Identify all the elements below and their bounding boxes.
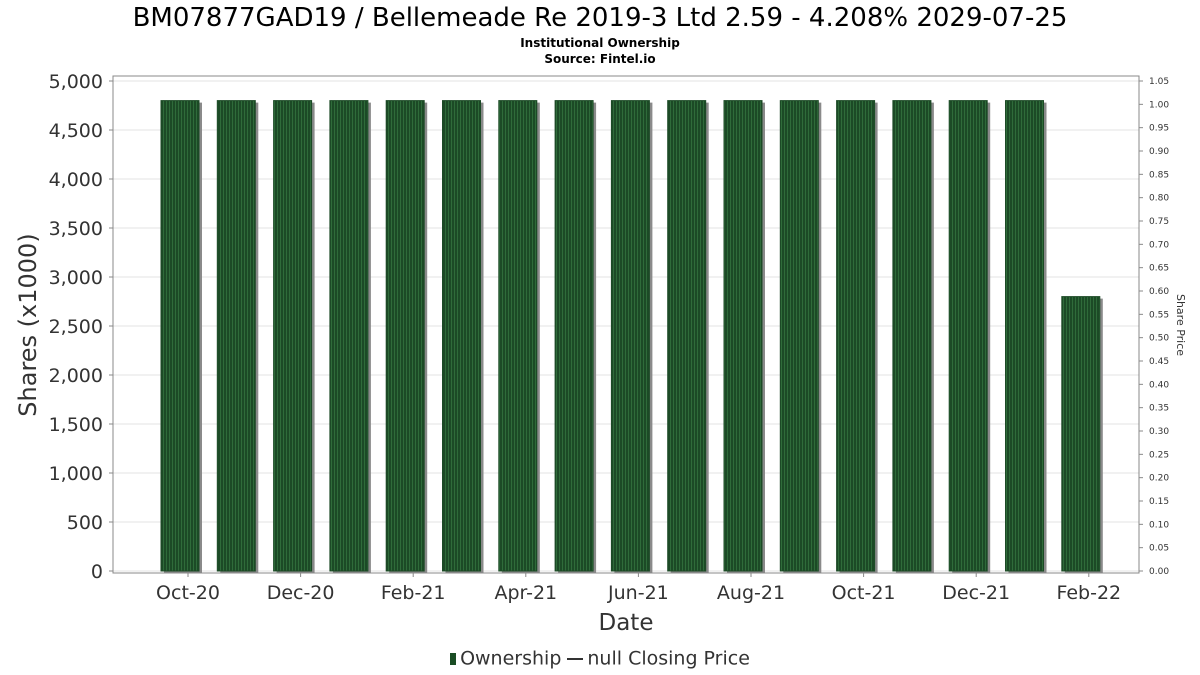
y2-tick-label: 1.05 bbox=[1149, 77, 1169, 87]
chart-source: Source: Fintel.io bbox=[544, 52, 656, 66]
ownership-chart: 0 500 1,000 1,500 2,000 2,500 3,000 3,500 4,000 4… bbox=[14, 71, 1187, 636]
price-legend-label: null Closing Price bbox=[587, 647, 750, 670]
x-tick-label: Jun-21 bbox=[607, 582, 669, 604]
y2-tick-label: 0.05 bbox=[1149, 544, 1169, 554]
y-tick-label: 3,500 bbox=[49, 218, 103, 240]
ownership-bar bbox=[385, 100, 425, 572]
x-tick-label: Dec-21 bbox=[942, 582, 1010, 604]
ownership-legend-swatch bbox=[450, 652, 457, 665]
ownership-bar bbox=[329, 100, 369, 572]
x-tick-label: Dec-20 bbox=[267, 582, 335, 604]
y2-tick-label: 0.30 bbox=[1149, 427, 1169, 437]
x-tick-label: Oct-21 bbox=[832, 582, 896, 604]
y2-tick-label: 0.45 bbox=[1149, 357, 1169, 367]
ownership-bar bbox=[1005, 100, 1044, 572]
y-tick-label: 3,000 bbox=[49, 267, 103, 289]
ownership-bar bbox=[892, 100, 932, 572]
ownership-bar bbox=[216, 100, 256, 572]
x-tick-label: Aug-21 bbox=[717, 582, 785, 604]
y2-tick-label: 0.20 bbox=[1149, 474, 1169, 484]
ownership-bar bbox=[836, 100, 876, 572]
x-tick-label: Apr-21 bbox=[494, 582, 557, 604]
y2-tick-label: 0.35 bbox=[1149, 404, 1169, 414]
x-tick-label: Feb-21 bbox=[381, 582, 446, 604]
y2-axis-title: Share Price bbox=[1174, 294, 1187, 356]
y2-tick-label: 0.80 bbox=[1149, 194, 1169, 204]
y-tick-label: 2,500 bbox=[49, 316, 103, 338]
y-tick-label: 0 bbox=[91, 561, 103, 583]
y2-tick-label: 0.95 bbox=[1149, 124, 1169, 134]
y-axis-title: Shares (x1000) bbox=[14, 233, 42, 416]
y2-tick-label: 0.00 bbox=[1149, 567, 1169, 577]
x-axis-title: Date bbox=[599, 610, 654, 636]
ownership-bar bbox=[779, 100, 819, 572]
chart-subtitle: Institutional Ownership bbox=[520, 36, 680, 50]
ownership-legend-label: Ownership bbox=[460, 647, 562, 670]
ownership-bar bbox=[1061, 296, 1101, 572]
y-tick-label: 1,000 bbox=[49, 463, 103, 485]
y2-tick-label: 0.15 bbox=[1149, 497, 1169, 507]
y2-tick-label: 0.85 bbox=[1149, 170, 1169, 180]
ownership-bar bbox=[554, 100, 594, 572]
y-tick-label: 4,500 bbox=[49, 120, 103, 142]
y2-tick-label: 1.00 bbox=[1149, 100, 1169, 110]
ownership-bar bbox=[667, 100, 707, 572]
chart-title: BM07877GAD19 / Bellemeade Re 2019-3 Ltd … bbox=[132, 3, 1068, 33]
y2-tick-label: 0.10 bbox=[1149, 520, 1169, 530]
y-tick-label: 500 bbox=[67, 512, 103, 534]
ownership-bar bbox=[160, 100, 200, 572]
plot-frame bbox=[112, 75, 1140, 574]
ownership-bar bbox=[948, 100, 988, 572]
y2-tick-label: 0.50 bbox=[1149, 334, 1169, 344]
y-tick-label: 2,000 bbox=[49, 365, 103, 387]
ownership-bar bbox=[273, 100, 313, 572]
y-tick-label: 4,000 bbox=[49, 169, 103, 191]
y2-tick-label: 0.60 bbox=[1149, 287, 1169, 297]
y-tick-label: 1,500 bbox=[49, 414, 103, 436]
y2-tick-label: 0.75 bbox=[1149, 217, 1169, 227]
ownership-bar bbox=[442, 100, 481, 572]
ownership-bar bbox=[723, 100, 763, 572]
y2-tick-label: 0.90 bbox=[1149, 147, 1169, 157]
ownership-bar bbox=[498, 100, 538, 572]
chart-legend: Ownership null Closing Price bbox=[0, 647, 1200, 670]
y2-tick-label: 0.25 bbox=[1149, 450, 1169, 460]
x-tick-label: Feb-22 bbox=[1056, 582, 1121, 604]
y-tick-label: 5,000 bbox=[49, 71, 103, 93]
ownership-bar bbox=[610, 100, 650, 572]
y2-tick-label: 0.55 bbox=[1149, 310, 1169, 320]
y2-tick-label: 0.70 bbox=[1149, 240, 1169, 250]
y2-tick-label: 0.65 bbox=[1149, 264, 1169, 274]
y2-tick-label: 0.40 bbox=[1149, 380, 1169, 390]
price-legend-swatch bbox=[567, 657, 584, 660]
x-tick-label: Oct-20 bbox=[156, 582, 220, 604]
